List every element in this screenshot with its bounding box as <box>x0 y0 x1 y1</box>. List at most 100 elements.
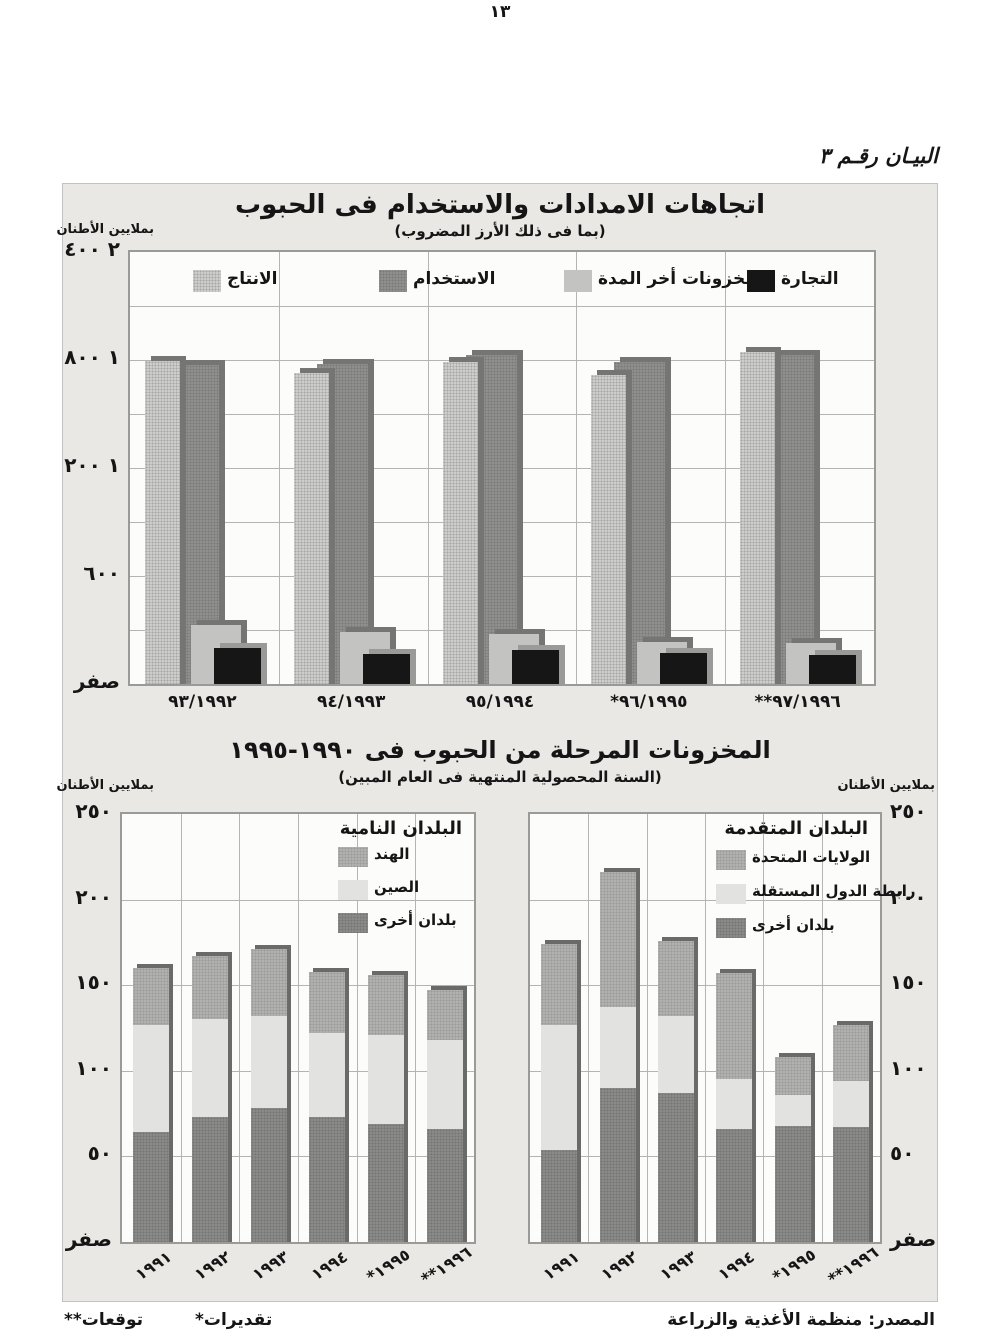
y-tick-label: ١٠٠ <box>75 1055 112 1080</box>
production-bar <box>293 372 329 684</box>
china_cis-legend-swatch <box>716 884 746 904</box>
estimates-footnote: *تقديرات <box>195 1310 273 1330</box>
y-tick-label: ٥٠ <box>87 1141 112 1166</box>
india_us-segment <box>192 956 228 1020</box>
gridline <box>427 252 429 684</box>
india_us-segment <box>716 973 753 1080</box>
legend-label: الاستخدام <box>413 269 496 289</box>
top-chart-title: اتجاهات الامدادات والاستخدام فى الحبوب <box>234 190 766 220</box>
china_cis-legend-swatch <box>338 880 368 900</box>
gridline <box>356 814 358 1242</box>
y-tick-label: ١ ٨٠٠ <box>64 345 120 369</box>
india_us-segment <box>599 872 636 1008</box>
trade-legend-swatch <box>747 270 775 292</box>
china_cis-segment <box>599 1007 636 1088</box>
gridline <box>239 814 241 1242</box>
india_us-segment <box>657 940 694 1017</box>
india_us-segment <box>309 971 346 1034</box>
other-legend-swatch <box>716 918 746 938</box>
india_us-legend-swatch <box>716 850 746 870</box>
production-legend-swatch <box>193 270 221 292</box>
production-bar <box>442 361 478 684</box>
y-tick-label: ١ ٢٠٠ <box>64 453 120 477</box>
china_cis-segment <box>192 1019 228 1118</box>
india_us-segment <box>250 949 287 1017</box>
china_cis-segment <box>716 1079 753 1130</box>
y-tick-label: ٢ ٤٠٠ <box>64 237 120 261</box>
y-tick-label: ٦٠٠ <box>83 561 120 585</box>
y-tick-label: صفر <box>890 1227 937 1251</box>
source-note: المصدر: منظمة الأغذية والزراعة <box>667 1310 935 1330</box>
gridline <box>588 814 590 1242</box>
y-tick-label: صفر <box>73 669 120 693</box>
legend-label: رابطة الدول المستقلة <box>752 882 916 900</box>
developing-chart-plot-area <box>120 812 476 1244</box>
x-tick-label: ٩٥/١٩٩٤ <box>465 692 535 712</box>
production-bar <box>591 375 627 684</box>
trade-bar <box>809 655 857 684</box>
y-tick-label: ٢٥٠ <box>75 799 112 823</box>
y-tick-label: ٢٠٠ <box>890 884 927 909</box>
india_us-legend-swatch <box>338 847 368 867</box>
china_cis-segment <box>541 1024 578 1150</box>
china_cis-segment <box>774 1094 811 1126</box>
india_us-segment <box>133 968 170 1025</box>
trade-bar <box>660 653 708 684</box>
y-tick-label: صفر <box>65 1227 112 1251</box>
trade-bar <box>214 648 261 684</box>
figure-caption: البيـان رقـم ٣ <box>818 144 938 168</box>
x-tick-label: **٩٧/١٩٩٦ <box>754 692 841 712</box>
china_cis-segment <box>309 1033 346 1118</box>
india_us-segment <box>426 990 463 1040</box>
gridline <box>415 814 417 1242</box>
developing-chart-unit-label: بملايين الأطنان <box>56 778 154 793</box>
gridline <box>705 814 706 1242</box>
china_cis-segment <box>133 1024 170 1133</box>
india_us-segment <box>368 974 404 1035</box>
india_us-segment <box>541 944 578 1025</box>
china_cis-segment <box>832 1081 869 1128</box>
china_cis-segment <box>368 1034 404 1124</box>
legend-label: الولايات المتحدة <box>752 848 871 866</box>
other-segment <box>774 1125 811 1242</box>
y-tick-label: ٥٠ <box>890 1141 915 1166</box>
legend-label: بلدان أخرى <box>752 916 835 934</box>
legend-label: التجارة <box>781 269 839 289</box>
india_us-segment <box>774 1057 811 1095</box>
legend-label: بلدان أخرى <box>374 911 457 929</box>
top-chart-unit-label: بملايين الأطنان <box>56 222 154 237</box>
india_us-segment <box>832 1024 869 1082</box>
gridline <box>576 252 578 684</box>
y-tick-label: ٢٥٠ <box>890 799 927 823</box>
other-legend-swatch <box>338 913 368 933</box>
top-chart-subtitle: (بما فى ذلك الأرز المضروب) <box>394 222 606 240</box>
other-segment <box>832 1127 869 1242</box>
x-tick-label: ٩٣/١٩٩٢ <box>168 692 237 712</box>
page-number: ١٣ <box>489 2 511 22</box>
other-segment <box>250 1108 287 1242</box>
legend-label: مخزونات أخر المدة <box>598 269 756 289</box>
legend-title: البلدان النامية <box>339 818 462 839</box>
other-segment <box>541 1149 578 1242</box>
y-tick-label: ١٥٠ <box>890 970 927 995</box>
stocks-legend-swatch <box>564 270 592 292</box>
gridline <box>278 252 280 684</box>
stocks-section-subtitle: (السنة المحصولية المنتهية فى العام المبي… <box>338 768 662 786</box>
other-segment <box>426 1129 463 1242</box>
other-segment <box>657 1093 694 1242</box>
gridline <box>180 814 182 1242</box>
legend-label: الصين <box>374 878 420 896</box>
stocks-section-title: المخزونات المرحلة من الحبوب فى ١٩٩٠-١٩٩٥ <box>229 736 771 764</box>
legend-label: الهند <box>374 845 410 863</box>
gridline <box>130 306 874 307</box>
gridline <box>298 814 299 1242</box>
trade-bar <box>511 649 559 684</box>
other-segment <box>309 1117 346 1242</box>
y-tick-label: ٢٠٠ <box>75 884 112 909</box>
trade-bar <box>362 654 410 684</box>
gridline <box>821 814 823 1242</box>
x-tick-label: ٩٤/١٩٩٣ <box>316 692 386 712</box>
china_cis-segment <box>250 1016 287 1109</box>
gridline <box>646 814 648 1242</box>
